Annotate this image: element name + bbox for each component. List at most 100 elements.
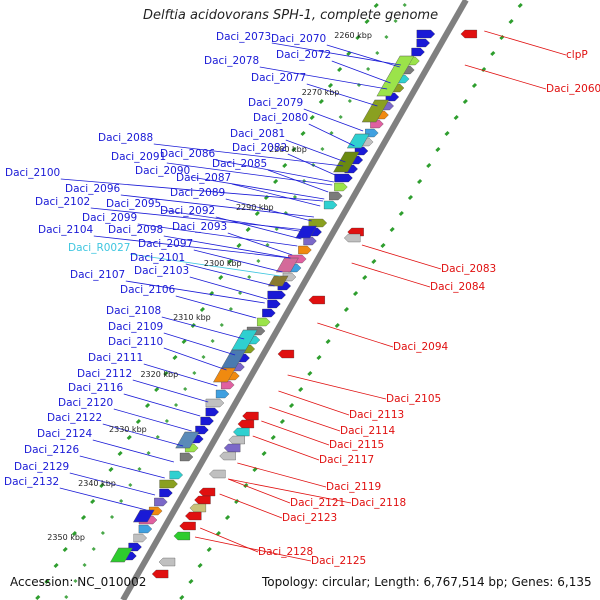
forward-gene-label: Daci_2120: [58, 397, 113, 409]
forward-gene-arrow: [298, 245, 312, 255]
forward-gene-label: Daci_2072: [276, 49, 331, 61]
reverse-leader-line: [237, 462, 327, 488]
feature-block: [333, 151, 360, 173]
outer-right-tick: [261, 450, 267, 457]
forward-gene-arrow: [329, 191, 343, 201]
forward-leader-line: [306, 83, 378, 107]
reverse-leader-line: [219, 493, 283, 519]
forward-gene-arrow: [159, 488, 173, 498]
backbone-layer: [120, 0, 469, 600]
outer-left-tick: [53, 562, 59, 569]
forward-gene-arrow: [416, 29, 436, 39]
forward-leader-line: [102, 423, 184, 447]
outer-right-tick: [508, 18, 514, 25]
reverse-leader-line: [464, 64, 547, 90]
reverse-gene-arrow: [194, 495, 211, 505]
forward-gene-label: Daci_2088: [98, 132, 153, 144]
outer-left-tick: [90, 498, 96, 505]
inner-left-tick: [183, 386, 188, 392]
outer-left-tick: [126, 434, 132, 441]
forward-leader-line: [331, 60, 391, 84]
forward-leader-line: [175, 295, 257, 319]
forward-leader-line: [69, 472, 156, 496]
labels-layer: 2260 kbp 2270 kbp 2280 kbp 2290 kbp 2300 kbp…: [4, 31, 600, 567]
reverse-gene-label: Daci_2119: [326, 481, 381, 493]
outer-right-tick: [288, 402, 295, 409]
forward-gene-label: Daci_2109: [108, 321, 163, 333]
inner-left-tick: [320, 146, 325, 152]
inner-left-tick: [128, 482, 133, 488]
kbp-tick-label: 2320 kbp: [140, 370, 178, 379]
kbp-tick-label: 2330 kbp: [109, 425, 147, 434]
feature-block: [276, 257, 299, 273]
forward-gene-label: Daci_2112: [77, 368, 132, 380]
outer-left-tick: [80, 514, 87, 521]
outer-right-tick: [206, 546, 212, 553]
forward-leader-line: [153, 143, 344, 167]
forward-gene-label: Daci_R0027: [68, 242, 130, 254]
reverse-gene-arrow: [219, 451, 236, 461]
forward-gene-label: Daci_2116: [68, 382, 124, 394]
reverse-gene-label: Daci_2084: [430, 281, 486, 293]
inner-left-tick: [64, 594, 69, 600]
outer-left-tick: [300, 130, 306, 137]
outer-right-tick: [426, 162, 432, 169]
reverse-gene-arrow: [179, 521, 196, 531]
outer-right-tick: [362, 274, 368, 281]
reverse-gene-label: Daci_2117: [319, 454, 374, 466]
forward-gene-arrow: [262, 308, 276, 318]
outer-left-tick: [117, 450, 123, 457]
forward-gene-label: Daci_2100: [5, 167, 60, 179]
outer-right-tick: [197, 562, 203, 569]
forward-leader-line: [271, 42, 401, 66]
feature-block: [110, 547, 133, 563]
forward-gene-label: Daci_2080: [253, 112, 308, 124]
forward-gene-arrow: [267, 299, 281, 309]
inner-left-tick: [210, 338, 215, 344]
forward-gene-arrow: [416, 38, 430, 48]
forward-leader-line: [92, 439, 174, 463]
outer-left-tick: [99, 482, 105, 489]
reverse-gene-label: clpP: [566, 49, 588, 61]
forward-gene-label: Daci_2096: [65, 183, 121, 195]
forward-leader-line: [308, 123, 355, 147]
inner-left-tick: [393, 18, 398, 24]
forward-leader-line: [125, 280, 265, 304]
inner-left-tick: [338, 114, 343, 120]
inner-left-tick: [375, 50, 380, 56]
genome-backbone: [120, 0, 469, 600]
forward-leader-line: [161, 209, 306, 233]
outer-right-tick: [380, 242, 386, 249]
outer-left-tick: [154, 386, 160, 393]
inner-left-tick: [292, 194, 298, 200]
outer-left-tick: [309, 114, 315, 121]
forward-gene-arrow: [411, 47, 425, 57]
outer-right-tick: [444, 130, 450, 137]
inner-left-tick: [146, 450, 151, 456]
reverse-leader-line: [228, 478, 352, 504]
forward-gene-arrow: [334, 173, 353, 183]
forward-gene-label: Daci_2085: [212, 158, 267, 170]
reverse-leader-line: [252, 435, 320, 461]
forward-gene-label: Daci_2078: [204, 55, 259, 67]
outer-left-tick: [163, 370, 169, 377]
reverse-gene-arrow: [151, 569, 169, 579]
forward-leader-line: [137, 223, 298, 247]
feature-block: [268, 275, 289, 287]
forward-gene-arrow: [257, 317, 271, 327]
forward-gene-label: Daci_2082: [232, 142, 287, 154]
outer-left-tick: [144, 402, 151, 409]
outer-left-tick: [71, 530, 77, 537]
outer-left-tick: [273, 178, 279, 185]
outer-right-tick: [270, 434, 276, 441]
forward-leader-line: [326, 44, 400, 68]
inner-left-tick: [256, 258, 261, 264]
reverse-gene-arrow: [233, 427, 250, 437]
inner-left-tick: [329, 130, 334, 136]
inner-left-tick: [91, 546, 96, 552]
forward-gene-label: Daci_2098: [108, 224, 163, 236]
inner-left-tick: [347, 98, 352, 104]
outer-left-tick: [291, 146, 297, 153]
outer-right-tick: [417, 178, 423, 185]
forward-leader-line: [193, 249, 283, 273]
